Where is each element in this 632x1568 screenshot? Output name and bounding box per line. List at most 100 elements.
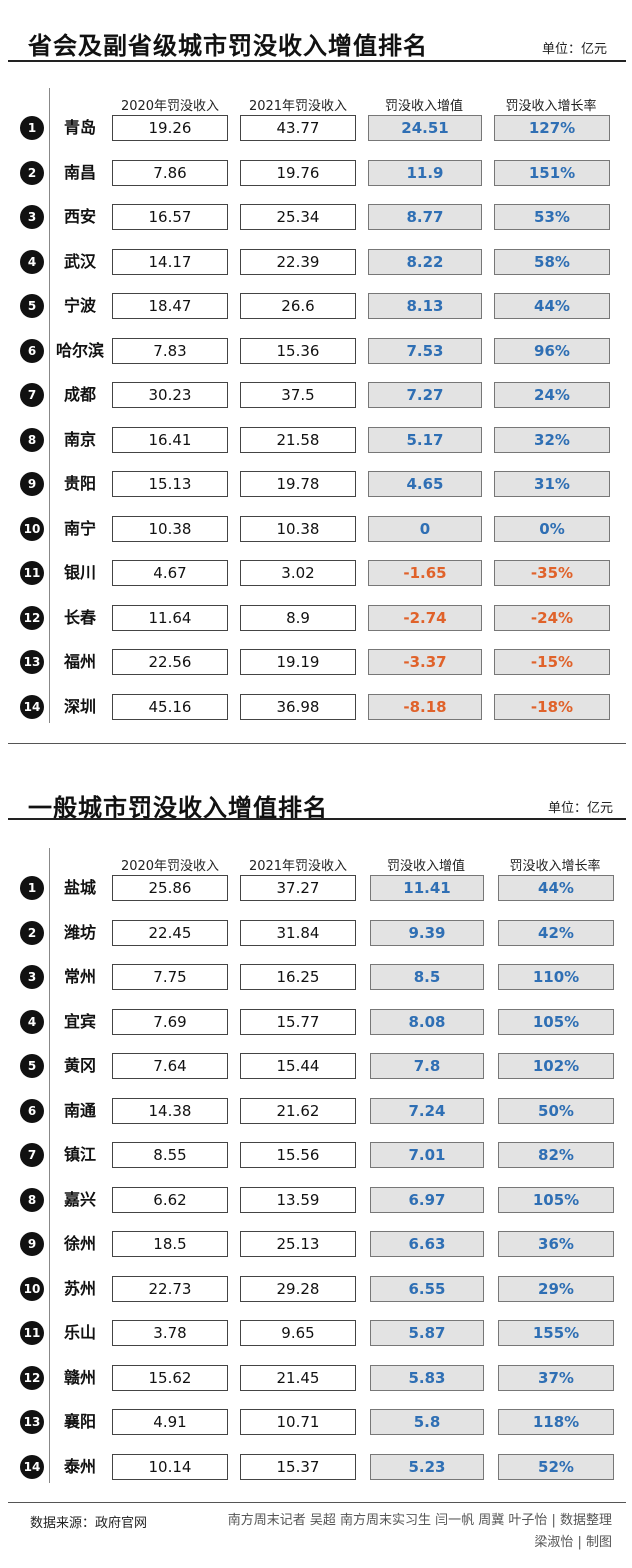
cell-increase: 6.97 — [370, 1186, 484, 1213]
cell-2021: 21.45 — [240, 1364, 356, 1391]
rank-badge: 12 — [20, 605, 44, 630]
city-name: 武汉 — [63, 251, 96, 271]
city-name: 常州 — [63, 967, 96, 986]
table-row: 11 银川 4.67 3.02 -1.65 -35% — [0, 558, 632, 588]
cell-2020: 10.14 — [112, 1453, 228, 1480]
rank-badge: 11 — [20, 561, 44, 585]
cell-2020: 6.62 — [112, 1186, 228, 1213]
cell-2020: 18.5 — [112, 1231, 228, 1257]
cell-increase: 6.55 — [370, 1275, 484, 1302]
cell-increase: 7.53 — [368, 337, 482, 364]
section-general: 一般城市罚没收入增值排名 单位：亿元 2020年罚没收入 2021年罚没收入 罚… — [0, 794, 632, 1503]
city-name: 哈尔滨 — [55, 340, 104, 360]
section-divider — [8, 743, 626, 744]
cell-increase: 11.9 — [368, 159, 482, 186]
rank-badge: 3 — [20, 205, 44, 229]
rank-badge: 11 — [20, 1321, 44, 1345]
table-row: 12 长春 11.64 8.9 -2.74 -24% — [0, 603, 632, 633]
rank-badge: 7 — [20, 383, 44, 407]
cell-increase: 7.8 — [370, 1053, 484, 1079]
cell-rate: 58% — [494, 248, 610, 275]
cell-2020: 7.64 — [112, 1053, 228, 1079]
rank-badge: 4 — [20, 249, 44, 274]
cell-rate: 110% — [498, 964, 614, 990]
cell-2021: 21.58 — [240, 426, 356, 453]
col-header-2021: 2021年罚没收入 — [248, 859, 348, 874]
city-name: 南昌 — [63, 162, 96, 182]
city-name: 福州 — [63, 652, 96, 671]
table-row: 5 宁波 18.47 26.6 8.13 44% — [0, 291, 632, 321]
credits-line-1: 南方周末记者 吴超 南方周末实习生 闫一帆 周冀 叶子怡 | 数据整理 — [227, 1513, 612, 1528]
cell-2021: 13.59 — [240, 1186, 356, 1213]
cell-increase: 7.27 — [368, 382, 482, 408]
rank-badge: 5 — [20, 1054, 44, 1078]
table-row: 7 成都 30.23 37.5 7.27 24% — [0, 380, 632, 410]
cell-2021: 10.71 — [240, 1409, 356, 1435]
cell-increase: -2.74 — [368, 604, 482, 631]
cell-increase: 8.08 — [370, 1008, 484, 1035]
city-name: 潍坊 — [63, 922, 96, 942]
rank-badge: 9 — [20, 1232, 44, 1256]
city-name: 黄冈 — [63, 1056, 96, 1075]
cell-rate: -15% — [494, 649, 610, 675]
cell-2020: 4.91 — [112, 1409, 228, 1435]
cell-increase: -8.18 — [368, 693, 482, 720]
cell-rate: 105% — [498, 1008, 614, 1035]
cell-2020: 14.38 — [112, 1097, 228, 1124]
city-name: 西安 — [63, 207, 96, 226]
cell-increase: -3.37 — [368, 649, 482, 675]
rank-badge: 10 — [20, 1276, 44, 1301]
cell-2021: 15.77 — [240, 1008, 356, 1035]
cell-2020: 22.73 — [112, 1275, 228, 1302]
cell-2020: 4.67 — [112, 560, 228, 586]
cell-2021: 15.37 — [240, 1453, 356, 1480]
table-row: 13 襄阳 4.91 10.71 5.8 118% — [0, 1407, 632, 1437]
cell-2021: 16.25 — [240, 964, 356, 990]
cell-increase: 6.63 — [370, 1231, 484, 1257]
rank-badge: 6 — [20, 338, 44, 363]
credits: 南方周末记者 吴超 南方周末实习生 闫一帆 周冀 叶子怡 | 数据整理 梁淑怡 … — [200, 1510, 612, 1554]
city-name: 镇江 — [63, 1145, 96, 1164]
cell-rate: -18% — [494, 693, 610, 720]
cell-increase: 24.51 — [368, 115, 482, 141]
cell-increase: 7.24 — [370, 1097, 484, 1124]
rank-badge: 13 — [20, 1410, 44, 1434]
cell-increase: 8.5 — [370, 964, 484, 990]
cell-increase: 5.83 — [370, 1364, 484, 1391]
table-row: 4 武汉 14.17 22.39 8.22 58% — [0, 247, 632, 277]
cell-rate: -24% — [494, 604, 610, 631]
cell-2021: 26.6 — [240, 293, 356, 319]
cell-rate: 36% — [498, 1231, 614, 1257]
table-row: 14 泰州 10.14 15.37 5.23 52% — [0, 1452, 632, 1482]
table-row: 10 苏州 22.73 29.28 6.55 29% — [0, 1274, 632, 1304]
cell-increase: 0 — [368, 515, 482, 542]
city-name: 嘉兴 — [63, 1189, 96, 1209]
cell-2020: 7.75 — [112, 964, 228, 990]
cell-2020: 7.83 — [112, 337, 228, 364]
section-provincial: 省会及副省级城市罚没收入增值排名 单位：亿元 2020年罚没收入 2021年罚没… — [0, 0, 632, 745]
unit-label: 单位：亿元 — [542, 42, 608, 57]
city-name: 长春 — [63, 607, 96, 627]
col-header-rate: 罚没收入增长率 — [509, 859, 601, 874]
cell-rate: 96% — [494, 337, 610, 364]
rank-badge: 7 — [20, 1143, 44, 1167]
table-row: 8 南京 16.41 21.58 5.17 32% — [0, 425, 632, 455]
cell-rate: 31% — [494, 471, 610, 497]
rank-badge: 5 — [20, 294, 44, 318]
cell-2021: 21.62 — [240, 1097, 356, 1124]
cell-2020: 7.86 — [112, 159, 228, 186]
cell-2021: 19.78 — [240, 471, 356, 497]
cell-rate: 44% — [494, 293, 610, 319]
cell-rate: 37% — [498, 1364, 614, 1391]
cell-increase: 5.8 — [370, 1409, 484, 1435]
cell-2020: 25.86 — [112, 875, 228, 901]
table-row: 11 乐山 3.78 9.65 5.87 155% — [0, 1318, 632, 1348]
table-row: 6 哈尔滨 7.83 15.36 7.53 96% — [0, 336, 632, 366]
cell-rate: 105% — [498, 1186, 614, 1213]
city-name: 赣州 — [63, 1367, 96, 1387]
cell-increase: 5.87 — [370, 1320, 484, 1346]
cell-increase: 4.65 — [368, 471, 482, 497]
rank-badge: 1 — [20, 116, 44, 140]
table-row: 14 深圳 45.16 36.98 -8.18 -18% — [0, 692, 632, 722]
cell-2021: 37.5 — [240, 382, 356, 408]
